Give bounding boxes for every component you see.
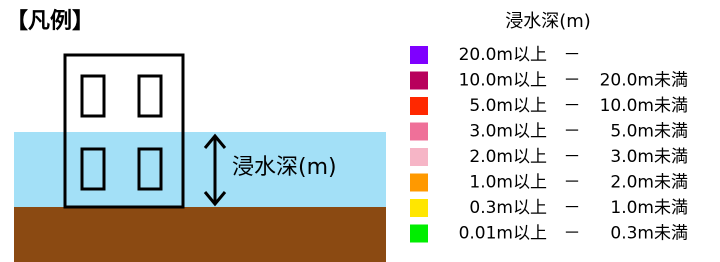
legend-from: 0.3m以上 xyxy=(469,198,547,218)
legend-from: 0.01m以上 xyxy=(459,224,547,244)
legend-from: 3.0m以上 xyxy=(469,122,547,142)
legend-sep: － xyxy=(564,96,581,116)
depth-label: 浸水深(m) xyxy=(232,155,337,180)
legend-to: 20.0m未満 xyxy=(600,71,688,91)
legend-from: 1.0m以上 xyxy=(469,173,547,193)
legend-swatch xyxy=(410,123,428,141)
legend-sep: － xyxy=(564,147,581,167)
legend-swatch xyxy=(410,97,428,115)
legend-swatch xyxy=(410,225,428,243)
ground xyxy=(14,207,386,262)
legend-swatch xyxy=(410,72,428,90)
legend-swatch xyxy=(410,46,428,64)
legend-title: 浸水深(m) xyxy=(505,11,591,32)
legend-swatch xyxy=(410,199,428,217)
legend-from: 5.0m以上 xyxy=(469,96,547,116)
title: 【凡例】 xyxy=(6,9,94,34)
legend-swatch xyxy=(410,174,428,192)
window xyxy=(139,76,161,116)
legend-to: 10.0m未満 xyxy=(600,96,688,116)
legend-sep: － xyxy=(564,122,581,142)
window xyxy=(82,76,104,116)
legend-to: 0.3m未満 xyxy=(610,224,688,244)
legend-from: 20.0m以上 xyxy=(459,45,547,65)
legend-from: 2.0m以上 xyxy=(469,147,547,167)
legend-swatch xyxy=(410,148,428,166)
legend-sep: － xyxy=(564,71,581,91)
legend-diagram: 【凡例】 浸水深(m) 浸水深(m) 20.0m以上 － 10.0m以上 － 20.0m… xyxy=(0,0,720,262)
legend-to: 1.0m未満 xyxy=(610,198,688,218)
legend-sep: － xyxy=(564,173,581,193)
legend-to: 5.0m未満 xyxy=(610,122,688,142)
legend-sep: － xyxy=(564,224,581,244)
legend-sep: － xyxy=(564,198,581,218)
legend-to: 2.0m未満 xyxy=(610,173,688,193)
legend-from: 10.0m以上 xyxy=(459,71,547,91)
legend-sep: － xyxy=(564,45,581,65)
legend-to: 3.0m未満 xyxy=(610,147,688,167)
